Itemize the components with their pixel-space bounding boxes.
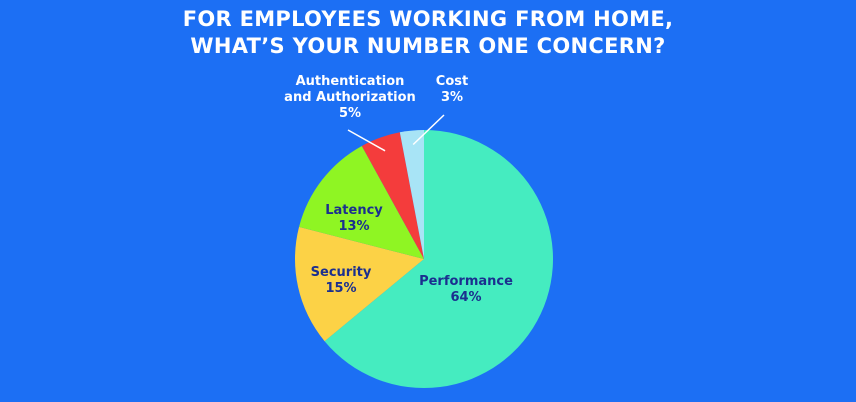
slice-label: Latency 13%	[325, 203, 383, 234]
slice-name-label: Authentication	[296, 74, 405, 89]
leader-line	[347, 129, 386, 152]
slice-value-label: 64%	[450, 290, 481, 305]
slice-name-label: Latency	[325, 203, 383, 218]
slice-name-label: Security	[311, 265, 372, 280]
slice-value-label: 13%	[338, 219, 369, 234]
slice-name-label: Performance	[419, 274, 513, 289]
title-line-2: WHAT’S YOUR NUMBER ONE CONCERN?	[190, 34, 666, 58]
pie-slice-cost	[399, 130, 424, 259]
pie-slice-authentication	[361, 132, 424, 259]
slice-label: Cost 3%	[436, 74, 468, 105]
slice-value-label: 15%	[325, 281, 356, 296]
pie-slice-security	[295, 226, 424, 342]
slice-value-label: 3%	[441, 90, 463, 105]
pie-slice-latency	[299, 145, 424, 259]
slice-value-label: 5%	[339, 106, 361, 121]
slice-label: Performance 64%	[419, 274, 513, 305]
slice-name-label: and Authorization	[284, 90, 416, 105]
slice-label: Authentication and Authorization 5%	[284, 74, 416, 121]
slice-label: Security 15%	[311, 265, 372, 296]
slice-name-label: Cost	[436, 74, 468, 89]
leader-line	[412, 114, 445, 146]
chart-title: FOR EMPLOYEES WORKING FROM HOME, WHAT’S …	[0, 6, 856, 60]
title-line-1: FOR EMPLOYEES WORKING FROM HOME,	[182, 7, 674, 31]
pie-slice-performance	[324, 130, 553, 389]
